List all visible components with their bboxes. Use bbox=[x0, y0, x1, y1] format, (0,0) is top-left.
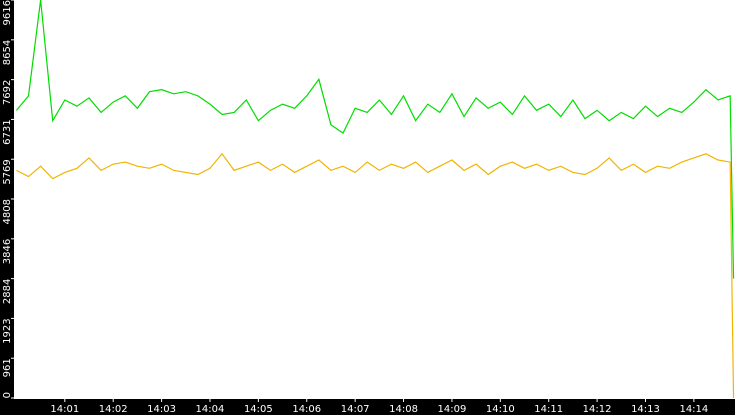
y-tick-label: 2884 bbox=[2, 279, 13, 304]
y-tick-label: 6731 bbox=[2, 119, 13, 144]
y-tick-label: 961 bbox=[2, 358, 13, 377]
x-tick-label: 14:12 bbox=[583, 404, 612, 415]
x-tick-label: 14:05 bbox=[244, 404, 273, 415]
y-tick-label: 9616 bbox=[2, 0, 13, 25]
y-tick-label: 5769 bbox=[2, 159, 13, 184]
y-axis-strip bbox=[0, 0, 14, 415]
y-tick-label: 0 bbox=[2, 392, 13, 398]
x-tick-label: 14:03 bbox=[147, 404, 176, 415]
y-tick-label: 8654 bbox=[2, 40, 13, 65]
x-tick-label: 14:02 bbox=[99, 404, 128, 415]
x-tick-label: 14:08 bbox=[389, 404, 418, 415]
x-tick-label: 14:06 bbox=[292, 404, 321, 415]
x-tick-label: 14:13 bbox=[631, 404, 660, 415]
y-tick-label: 4808 bbox=[2, 199, 13, 224]
x-tick-label: 14:01 bbox=[50, 404, 79, 415]
x-tick-label: 14:04 bbox=[196, 404, 225, 415]
y-tick-label: 3846 bbox=[2, 239, 13, 264]
series-line bbox=[15, 0, 735, 279]
series-line bbox=[16, 152, 735, 399]
x-tick-label: 14:14 bbox=[679, 404, 708, 415]
x-tick-label: 14:10 bbox=[486, 404, 515, 415]
y-tick-label: 1923 bbox=[2, 318, 13, 343]
x-tick-label: 14:11 bbox=[534, 404, 563, 415]
x-axis-strip bbox=[0, 399, 735, 415]
x-tick-label: 14:09 bbox=[438, 404, 467, 415]
x-tick-label: 14:07 bbox=[341, 404, 370, 415]
y-tick-label: 7692 bbox=[2, 80, 13, 105]
